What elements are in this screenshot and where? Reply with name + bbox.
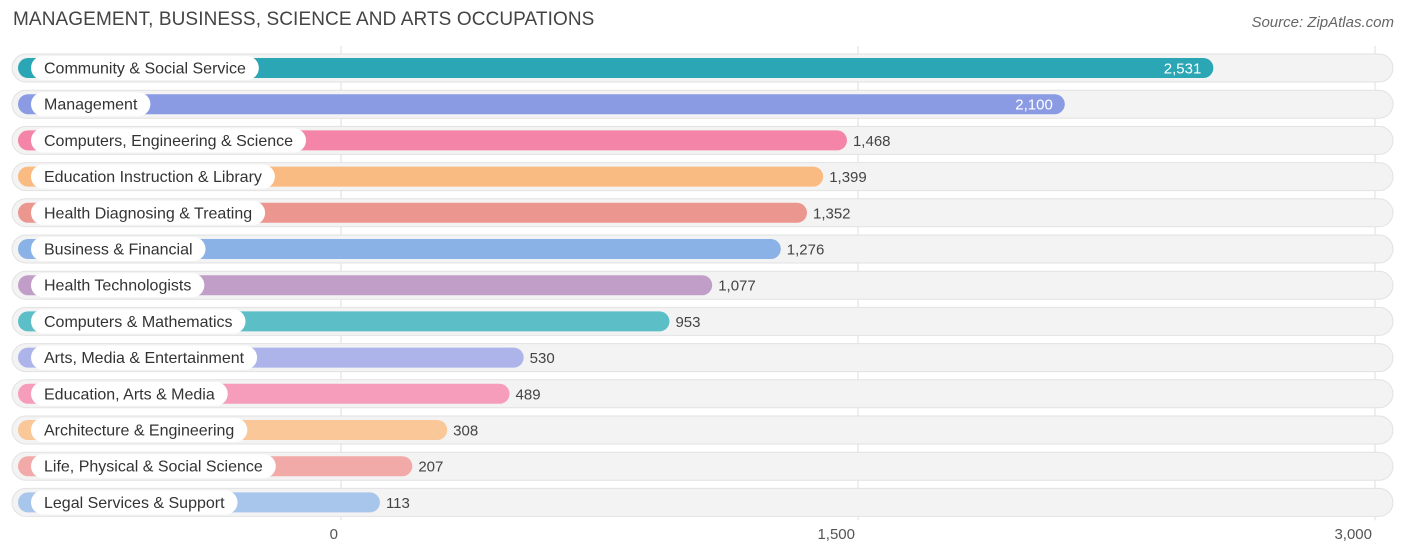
bar-row: Arts, Media & Entertainment 530 (11, 343, 1394, 373)
bar (18, 94, 1065, 115)
tick-layer: 0 1,500 3,000 (330, 526, 1372, 543)
bar-row: Management 2,100 (11, 89, 1394, 119)
category-label-pill (31, 418, 248, 442)
x-tick-label: 1,500 (817, 526, 855, 543)
category-label: Business & Financial (44, 242, 193, 259)
bar-row: Computers & Mathematics 953 (11, 306, 1394, 336)
value-label: 207 (418, 459, 443, 476)
category-label: Health Diagnosing & Treating (44, 205, 252, 222)
category-label-pill (31, 56, 259, 80)
category-label-pill (31, 490, 238, 515)
category-label-pill (31, 381, 228, 406)
category-label-pill (31, 164, 275, 189)
bar-row: Business & Financial 1,276 (11, 234, 1394, 264)
bar-row: Education Instruction & Library 1,399 (11, 162, 1394, 192)
value-label: 308 (453, 423, 478, 440)
row-layer: Community & Social Service 2,531 Managemen… (11, 53, 1394, 517)
category-label-pill (31, 345, 258, 370)
bar-row: Community & Social Service 2,531 (11, 53, 1394, 83)
bar-row: Life, Physical & Social Science 207 (11, 451, 1394, 481)
value-label: 1,352 (813, 205, 851, 222)
source-credit: Source: ZipAtlas.com (1251, 14, 1394, 31)
chart-title: MANAGEMENT, BUSINESS, SCIENCE AND ARTS O… (13, 9, 595, 30)
category-label: Computers & Mathematics (44, 314, 233, 331)
x-tick-label: 0 (330, 526, 338, 543)
bar-row: Health Technologists 1,077 (11, 270, 1394, 300)
value-label: 2,531 (1164, 61, 1202, 78)
category-label: Arts, Media & Entertainment (44, 350, 245, 367)
category-label: Community & Social Service (44, 61, 246, 78)
value-label: 1,468 (853, 133, 891, 150)
category-label: Education Instruction & Library (44, 169, 262, 186)
category-label-pill (31, 309, 246, 334)
category-label-pill (31, 237, 206, 261)
category-label-pill (31, 92, 151, 117)
bar-row: Education, Arts & Media 489 (11, 379, 1394, 409)
category-label-pill (31, 128, 307, 153)
bar-row: Architecture & Engineering 308 (11, 415, 1394, 445)
bar-row: Computers, Engineering & Science 1,468 (11, 125, 1394, 155)
value-label: 1,399 (829, 169, 867, 186)
bar (18, 58, 1214, 78)
value-label: 1,077 (718, 278, 756, 295)
bar-row: Legal Services & Support 113 (11, 487, 1394, 517)
value-label: 113 (386, 495, 410, 512)
bar-row: Health Diagnosing & Treating 1,352 (11, 198, 1394, 228)
category-label: Life, Physical & Social Science (44, 459, 263, 476)
category-label: Education, Arts & Media (44, 386, 215, 403)
category-label: Management (44, 97, 138, 114)
value-label: 530 (530, 350, 555, 367)
category-label: Legal Services & Support (44, 495, 225, 512)
category-label: Architecture & Engineering (44, 423, 234, 440)
category-label-pill (31, 273, 205, 298)
x-tick-label: 3,000 (1334, 526, 1372, 543)
category-label: Computers, Engineering & Science (44, 133, 293, 150)
category-label: Health Technologists (44, 278, 191, 295)
bar (18, 239, 781, 259)
value-label: 489 (516, 386, 541, 403)
category-label-pill (31, 454, 276, 479)
category-label-pill (31, 200, 266, 225)
value-label: 1,276 (787, 242, 825, 259)
value-label: 953 (675, 314, 700, 331)
value-label: 2,100 (1015, 97, 1053, 114)
